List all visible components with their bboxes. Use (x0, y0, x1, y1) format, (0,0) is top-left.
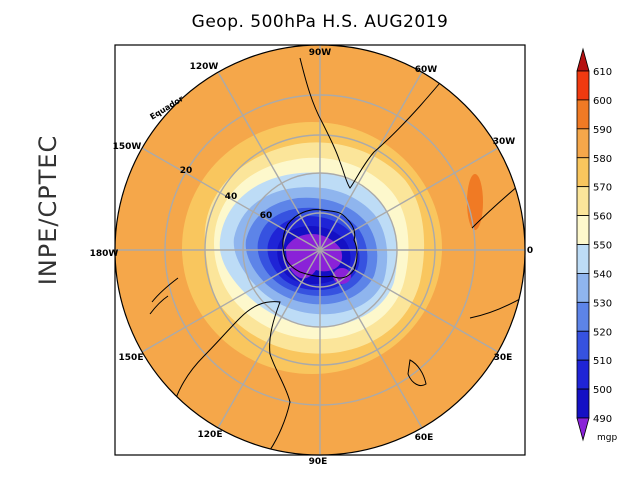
lon-label: 150E (119, 353, 144, 363)
legend-swatch (576, 70, 590, 101)
lon-label: 30W (493, 137, 516, 147)
antarctica-coast (282, 209, 358, 279)
lon-label: 180W (90, 249, 119, 259)
legend-swatch (576, 157, 590, 188)
lon-label: 120W (190, 62, 219, 72)
legend-unit: mgp (597, 433, 617, 443)
legend-swatch (576, 273, 590, 303)
legend-level-label: 530 (593, 298, 612, 309)
legend-swatch (576, 330, 590, 361)
lat-label: 60 (260, 211, 273, 221)
legend-level-label: 570 (593, 183, 612, 194)
lat-label: 40 (225, 192, 238, 202)
color-legend: 610600590580570560550540530520510500490 … (576, 47, 617, 443)
longitude-labels: 90W 60W 30W 0 30E 60E 90E 120E 150E 180W… (90, 48, 533, 467)
legend-swatch (576, 186, 590, 216)
legend-labels: 610 600 590 580 570 560 550 540 530 520 510 500 490 (593, 67, 612, 425)
lon-label: 60W (415, 65, 438, 75)
legend-level-label: 500 (593, 385, 612, 396)
legend-level-label: 600 (593, 96, 612, 107)
madagascar-coast (407, 359, 427, 387)
legend-swatch (576, 215, 590, 245)
legend-level-label: 550 (593, 241, 612, 252)
legend-swatch (576, 244, 590, 274)
lon-label: 60E (415, 433, 434, 443)
legend-level-label: 610 (593, 67, 612, 78)
map-title: Geop. 500hPa H.S. AUG2019 (191, 12, 449, 32)
equator-circle (114, 44, 526, 456)
legend-level-label: 510 (593, 356, 612, 367)
new-zealand-coast (149, 277, 179, 315)
legend-swatch (576, 301, 590, 332)
legend-swatch (576, 47, 590, 72)
lon-label: 0 (527, 246, 533, 256)
legend-level-label: 580 (593, 154, 612, 165)
lon-label: 150W (113, 142, 142, 152)
lon-label: 90E (309, 457, 328, 467)
graticule (115, 45, 525, 455)
legend-swatch (576, 417, 590, 442)
south-america-coast (299, 57, 455, 189)
legend-swatch (576, 99, 590, 130)
legend-level-label: 490 (593, 414, 612, 425)
anomaly-590-600 (467, 174, 483, 230)
legend-swatch (576, 388, 590, 419)
lon-label: 90W (309, 48, 332, 58)
legend-swatch (576, 359, 590, 390)
legend-boxes (576, 47, 590, 442)
lon-label: 30E (494, 353, 513, 363)
legend-level-label: 540 (593, 269, 612, 280)
legend-swatch (576, 128, 590, 159)
lat-label: 20 (180, 166, 193, 176)
australia-coast (169, 301, 291, 451)
legend-level-label: 520 (593, 327, 612, 338)
lon-label: 120E (198, 430, 223, 440)
legend-level-label: 590 (593, 125, 612, 136)
legend-level-label: 560 (593, 212, 612, 223)
